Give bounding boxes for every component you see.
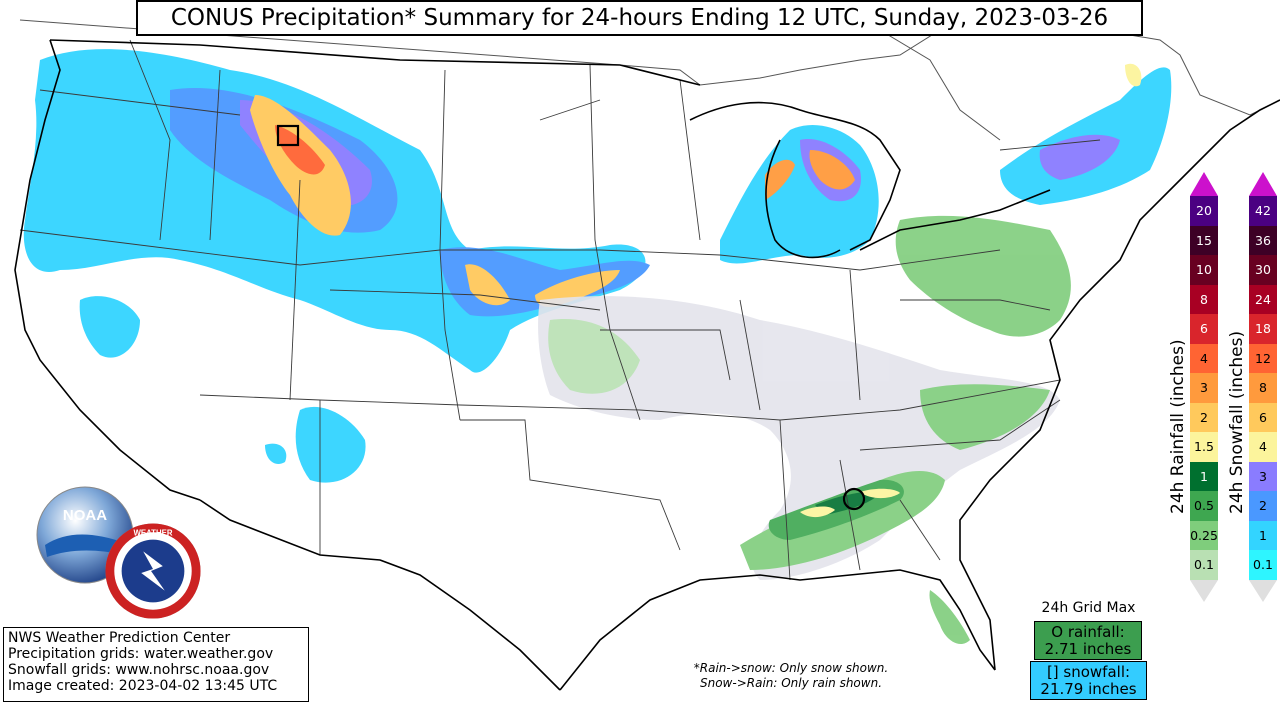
snowfall-colorbar-level: 42 xyxy=(1249,196,1277,226)
rainfall-colorbar-level: 6 xyxy=(1190,314,1218,344)
rainfall-max-label: O rainfall: xyxy=(1051,623,1125,641)
credits-box: NWS Weather Prediction Center Precipitat… xyxy=(3,627,309,702)
rainfall-max-box: O rainfall: 2.71 inches xyxy=(1034,621,1142,660)
snowfall-max-value: 21.79 inches xyxy=(1040,680,1137,698)
snowfall-colorbar-level: 24 xyxy=(1249,284,1277,314)
rainfall-max-value: 2.71 inches xyxy=(1044,640,1132,658)
snowfall-colorbar-level: 36 xyxy=(1249,225,1277,255)
snowfall-max-box: [] snowfall: 21.79 inches xyxy=(1030,661,1147,700)
rainfall-colorbar-level: 0.5 xyxy=(1190,491,1218,521)
snowfall-colorbar-level: 6 xyxy=(1249,402,1277,432)
rainfall-colorbar-level: 0.25 xyxy=(1190,520,1218,550)
snowfall-max-label: [] snowfall: xyxy=(1046,663,1131,681)
snowfall-colorbar-level: 12 xyxy=(1249,343,1277,373)
rainfall-colorbar-level: 1.5 xyxy=(1190,432,1218,462)
snowfall-colorbar-level: 2 xyxy=(1249,491,1277,521)
credits-line-2: Precipitation grids: water.weather.gov xyxy=(8,646,274,662)
snowfall-colorbar-level: 4 xyxy=(1249,432,1277,462)
rain-snow-note: *Rain->snow: Only snow shown. Snow->Rain… xyxy=(660,661,922,691)
noaa-logo-text: NOAA xyxy=(63,507,107,524)
grid-max-label: 24h Grid Max xyxy=(1041,600,1136,616)
rainfall-colorbar-level: 3 xyxy=(1190,373,1218,403)
note-line-2: Snow->Rain: Only rain shown. xyxy=(699,676,883,690)
rainfall-colorbar-level: 20 xyxy=(1190,196,1218,226)
rainfall-max-marker xyxy=(842,487,866,511)
rainfall-colorbar: 20 15 10 8 6 4 3 2 1.5 1 0.5 0.25 0.1 xyxy=(1190,172,1218,602)
rainfall-colorbar-level: 1 xyxy=(1190,461,1218,491)
snowfall-colorbar-level: 30 xyxy=(1249,255,1277,285)
snowfall-colorbar: 42 36 30 24 18 12 8 6 4 3 2 1 0.1 xyxy=(1249,172,1277,602)
rainfall-colorbar-level: 0.1 xyxy=(1190,550,1218,580)
rainfall-colorbar-title: 24h Rainfall (inches) xyxy=(1168,339,1188,514)
rainfall-colorbar-bottom-arrow xyxy=(1190,579,1218,602)
rainfall-colorbar-level: 4 xyxy=(1190,343,1218,373)
snowfall-shading xyxy=(23,49,1172,483)
note-line-1: *Rain->snow: Only snow shown. xyxy=(693,661,889,675)
rainfall-shading xyxy=(538,215,1071,645)
credits-line-3: Snowfall grids: www.nohrsc.noaa.gov xyxy=(8,662,270,678)
rainfall-colorbar-level: 2 xyxy=(1190,402,1218,432)
rainfall-colorbar-level: 15 xyxy=(1190,225,1218,255)
snowfall-colorbar-level: 3 xyxy=(1249,461,1277,491)
snowfall-colorbar-level: 18 xyxy=(1249,314,1277,344)
snowfall-max-marker xyxy=(276,124,300,147)
nws-logo: WEATHER xyxy=(105,523,201,619)
rainfall-colorbar-top-arrow xyxy=(1190,172,1218,196)
map-title: CONUS Precipitation* Summary for 24-hour… xyxy=(136,0,1143,36)
snowfall-colorbar-level: 1 xyxy=(1249,520,1277,550)
snowfall-colorbar-level: 0.1 xyxy=(1249,550,1277,580)
snowfall-colorbar-bottom-arrow xyxy=(1249,579,1277,602)
svg-text:WEATHER: WEATHER xyxy=(134,529,173,538)
rainfall-colorbar-level: 8 xyxy=(1190,284,1218,314)
snowfall-colorbar-level: 8 xyxy=(1249,373,1277,403)
rainfall-colorbar-level: 10 xyxy=(1190,255,1218,285)
credits-line-4: Image created: 2023-04-02 13:45 UTC xyxy=(8,678,278,694)
credits-line-1: NWS Weather Prediction Center xyxy=(8,630,231,646)
snowfall-colorbar-top-arrow xyxy=(1249,172,1277,196)
snowfall-colorbar-title: 24h Snowfall (inches) xyxy=(1227,330,1247,514)
